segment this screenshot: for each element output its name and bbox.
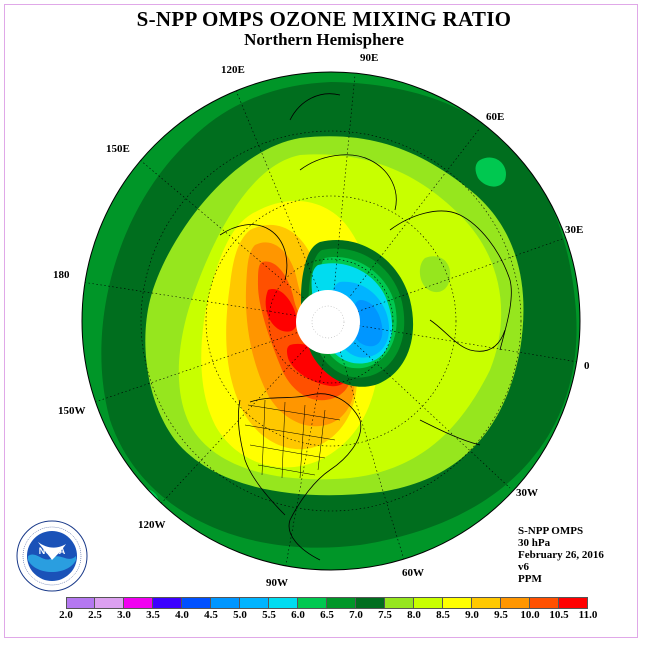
colorbar-swatch <box>530 598 559 608</box>
colorbar-tick-label: 4.5 <box>204 609 218 621</box>
colorbar-tick-label: 5.0 <box>233 609 247 621</box>
lon-label-90e: 90E <box>360 52 379 64</box>
colorbar-tick-label: 7.5 <box>378 609 392 621</box>
us-states <box>244 399 341 479</box>
page-frame <box>4 4 638 638</box>
colorbar-tick-label: 3.5 <box>146 609 160 621</box>
lon-label-30e: 30E <box>565 224 584 236</box>
patch-east <box>419 256 451 293</box>
patch-north <box>475 157 506 187</box>
colorbar-swatch <box>414 598 443 608</box>
colorbar-swatch <box>240 598 269 608</box>
lon-label-180: 180 <box>53 269 70 281</box>
colorbar-swatch <box>472 598 501 608</box>
colorbar-swatch <box>269 598 298 608</box>
lon-label-30w: 30W <box>516 487 538 499</box>
colorbar-tick-label: 10.5 <box>549 609 569 621</box>
colorbar-tick-label: 7.0 <box>349 609 363 621</box>
colorbar-swatch <box>501 598 530 608</box>
colorbar-swatch <box>356 598 385 608</box>
lon-label-120w: 120W <box>138 519 166 531</box>
colorbar-swatch <box>124 598 153 608</box>
colorbar-swatch <box>182 598 211 608</box>
lon-label-120e: 120E <box>221 64 245 76</box>
colorbar-ticks: 2.0 2.5 3.0 3.5 4.0 4.5 5.0 5.5 6.0 6.5 7.0 7.5 8.0 8… <box>52 609 612 623</box>
lon-label-90w: 90W <box>266 577 288 589</box>
colorbar-tick-label: 6.5 <box>320 609 334 621</box>
colorbar-tick-label: 5.5 <box>262 609 276 621</box>
colorbar-tick-label: 9.0 <box>465 609 479 621</box>
colorbar-tick-label: 9.5 <box>494 609 508 621</box>
polar-cap <box>296 290 360 354</box>
lon-label-150w: 150W <box>58 405 86 417</box>
page-title: S-NPP OMPS OZONE MIXING RATIO <box>136 7 512 31</box>
colorbar-tick-label: 6.0 <box>291 609 305 621</box>
colorbar <box>66 597 588 609</box>
info-date: February 26, 2016 <box>518 549 604 561</box>
lon-label-60w: 60W <box>402 567 424 579</box>
colorbar-swatch <box>327 598 356 608</box>
logo-text: NOAA <box>39 546 66 556</box>
colorbar-tick-label: 8.5 <box>436 609 450 621</box>
colorbar-tick-label: 8.0 <box>407 609 421 621</box>
contour-10-5-a <box>265 289 298 332</box>
colorbar-swatch <box>443 598 472 608</box>
coastlines <box>219 93 512 561</box>
product-info: S-NPP OMPS 30 hPa February 26, 2016 v6 P… <box>518 525 604 585</box>
colorbar-tick-label: 3.0 <box>117 609 131 621</box>
vortex-4-5 <box>351 300 383 347</box>
noaa-logo: NOAA <box>16 520 88 592</box>
colorbar-swatch <box>211 598 240 608</box>
colorbar-tick-label: 4.0 <box>175 609 189 621</box>
colorbar-tick-label: 2.0 <box>59 609 73 621</box>
lon-label-60e: 60E <box>486 111 505 123</box>
colorbar-swatch <box>153 598 182 608</box>
colorbar-swatch <box>559 598 588 608</box>
lon-label-0: 0 <box>584 360 590 372</box>
colorbar-tick-label: 11.0 <box>578 609 598 621</box>
colorbar-tick-label: 2.5 <box>88 609 102 621</box>
colorbar-tick-label: 10.0 <box>520 609 540 621</box>
colorbar-swatch <box>95 598 124 608</box>
colorbar-swatch <box>385 598 414 608</box>
info-units: PPM <box>518 573 542 585</box>
colorbar-swatch <box>66 598 95 608</box>
map-border <box>81 71 581 571</box>
info-level: 30 hPa <box>518 537 551 549</box>
page-subtitle: Northern Hemisphere <box>244 30 404 49</box>
info-version: v6 <box>518 561 529 573</box>
info-instrument: S-NPP OMPS <box>518 525 584 537</box>
colorbar-swatch <box>298 598 327 608</box>
lon-label-150e: 150E <box>106 143 130 155</box>
graticule <box>82 74 579 570</box>
